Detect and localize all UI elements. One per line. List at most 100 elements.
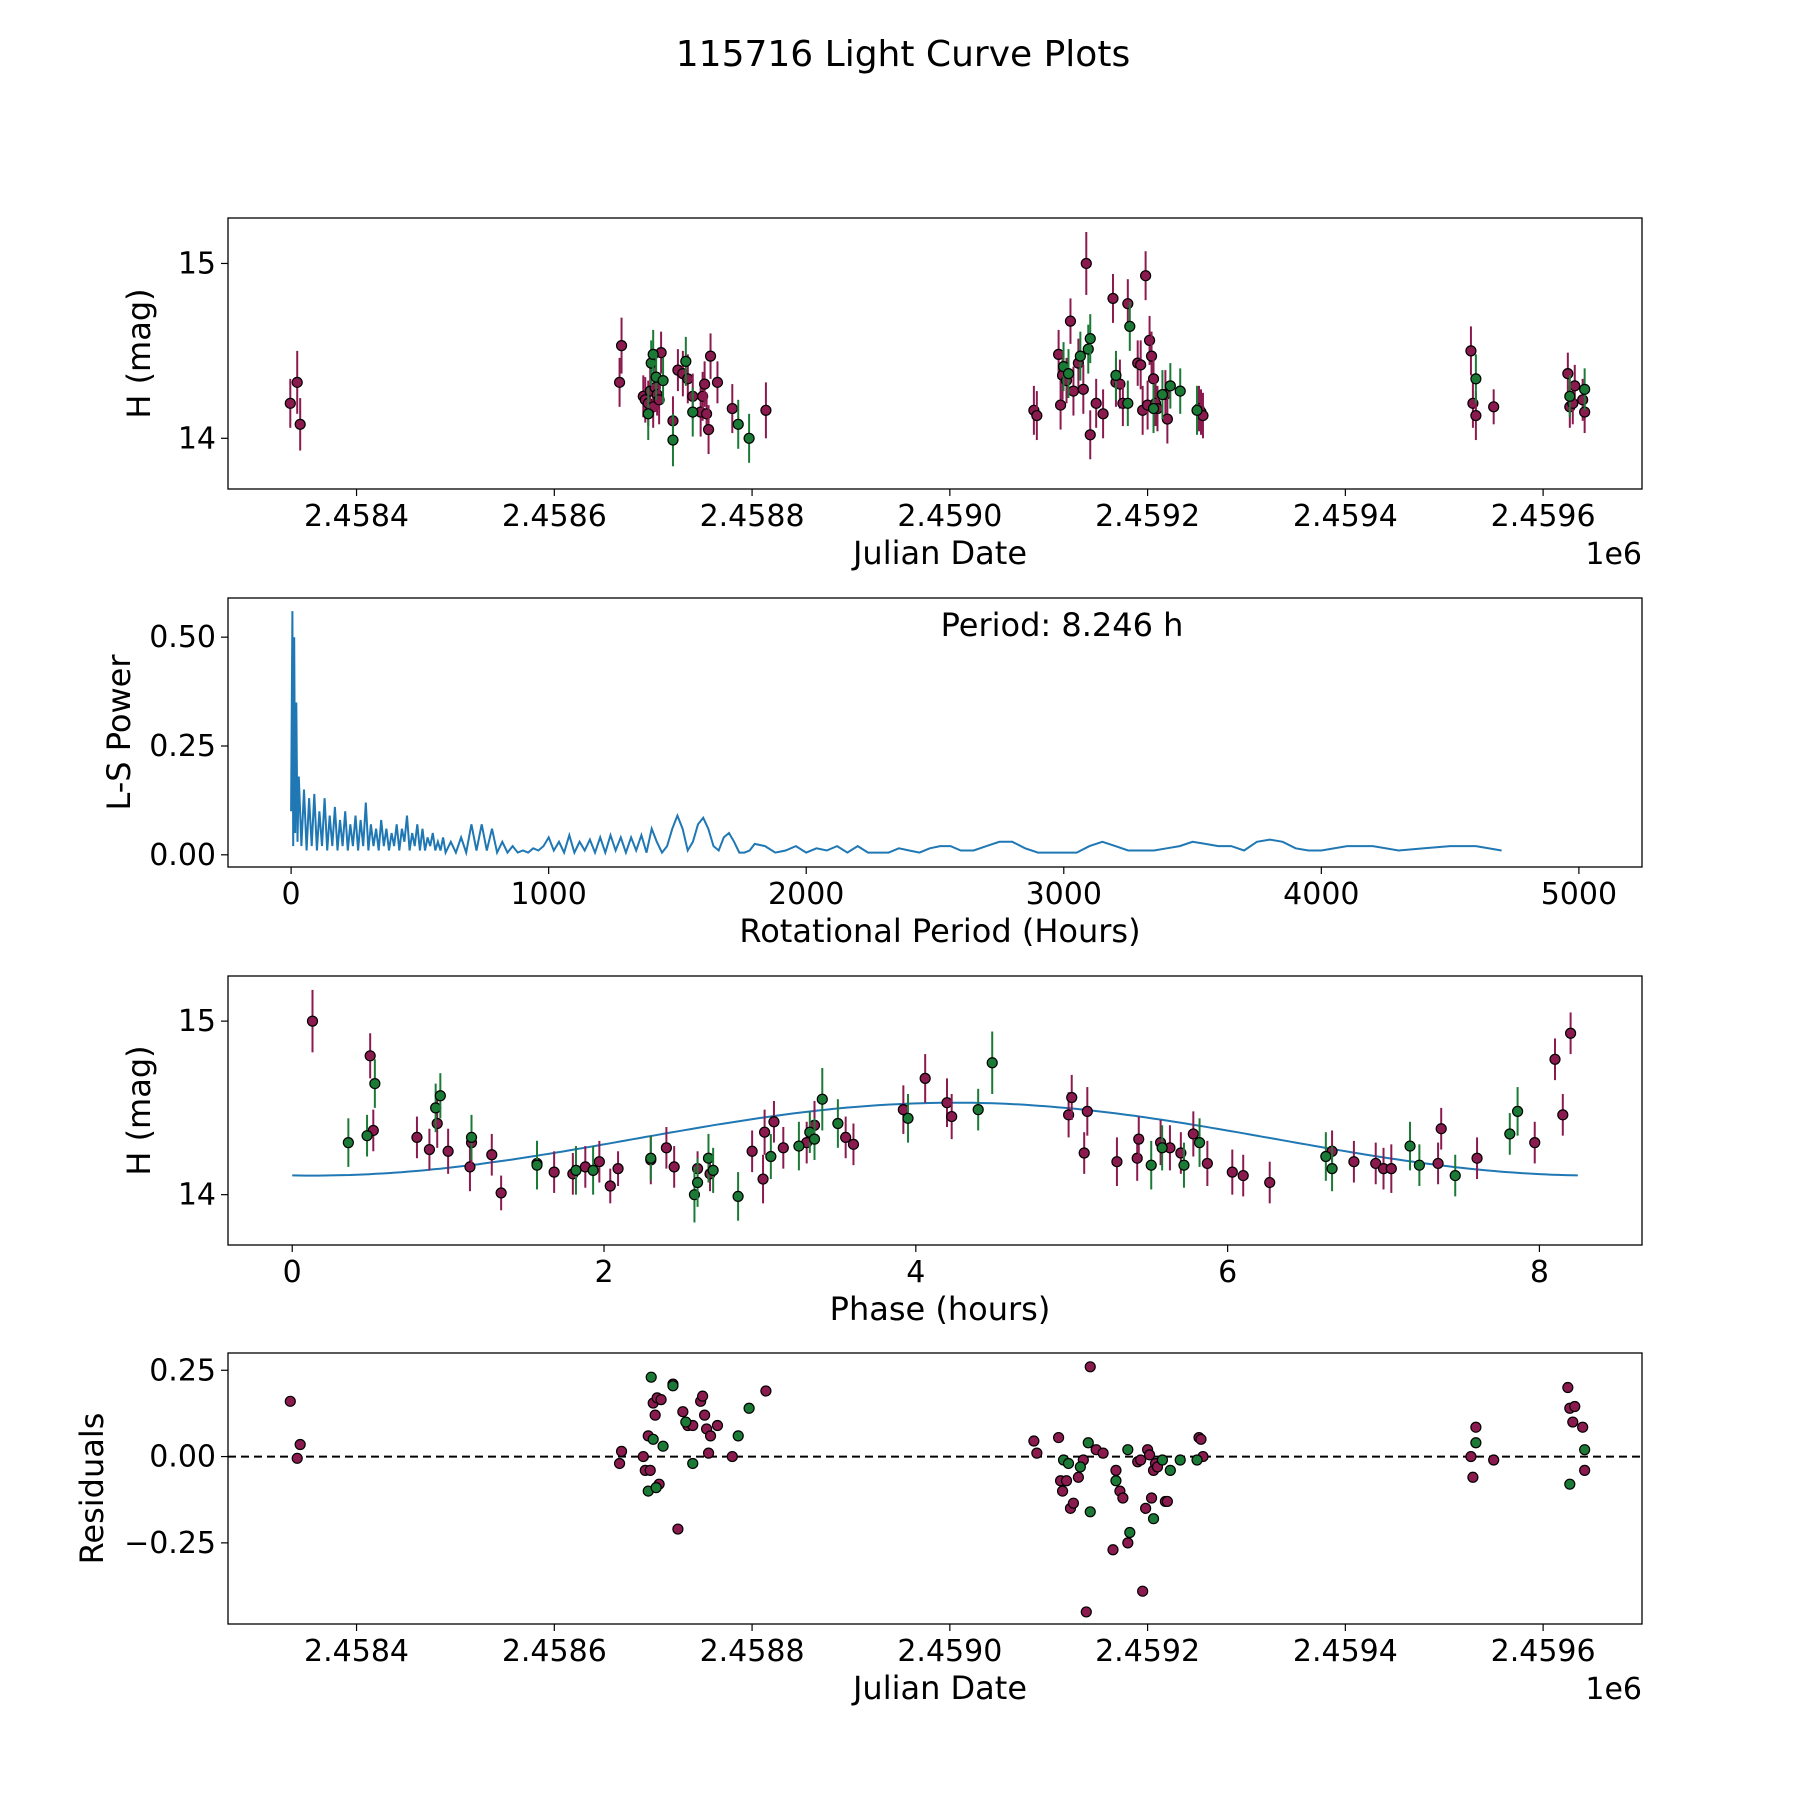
- data-point: [1135, 1454, 1147, 1466]
- x-axis-label: Phase (hours): [830, 1290, 1051, 1328]
- x-tick-label: 4: [906, 1255, 925, 1290]
- x-tick-label: 2.4584: [304, 1634, 409, 1669]
- data-point: [1143, 334, 1156, 346]
- data-point: [1145, 1492, 1158, 1504]
- y-tick-label: 15: [178, 1004, 216, 1039]
- data-point: [1111, 1156, 1123, 1168]
- data-point: [1174, 385, 1186, 397]
- data-point: [1117, 1492, 1129, 1504]
- x-tick-label: 2.4596: [1491, 499, 1596, 534]
- sinusoid-model-line: [292, 1101, 1578, 1177]
- data-point: [726, 1450, 738, 1463]
- data-point: [431, 1117, 443, 1130]
- x-tick-label: 2: [594, 1255, 613, 1290]
- data-point: [691, 1176, 704, 1189]
- panel-phased: 0 2 4 6 8 14 15 Phase (hours) H (mag): [120, 975, 1643, 1328]
- data-point: [442, 1145, 454, 1157]
- data-point: [699, 378, 711, 390]
- axes-frame: [227, 1352, 1643, 1625]
- data-point: [570, 1164, 582, 1176]
- data-point: [1133, 1133, 1145, 1145]
- y-tick-label: 0.00: [149, 1440, 216, 1475]
- period-annotation: Period: 8.246 h: [941, 606, 1184, 644]
- data-point: [941, 1097, 953, 1109]
- data-point: [1557, 1109, 1569, 1121]
- x-tick-label: 0: [283, 1255, 302, 1290]
- data-point: [1529, 1137, 1541, 1149]
- data-point: [1122, 298, 1134, 310]
- data-point: [294, 418, 306, 430]
- data-point: [1348, 1156, 1360, 1168]
- data-point: [1564, 1027, 1577, 1039]
- y-tick-label: 14: [178, 1178, 216, 1213]
- data-point: [1147, 402, 1160, 415]
- data-point: [1264, 1176, 1276, 1189]
- data-point: [702, 1447, 715, 1459]
- data-point: [306, 1015, 319, 1027]
- data-point: [1084, 429, 1096, 441]
- data-point: [1064, 315, 1077, 327]
- data-point: [746, 1145, 758, 1157]
- data-point: [1164, 380, 1176, 392]
- data-point: [1504, 1128, 1516, 1140]
- data-point: [1326, 1163, 1338, 1175]
- data-point: [1432, 1157, 1444, 1170]
- data-point: [660, 1142, 672, 1154]
- data-point: [486, 1149, 498, 1161]
- data-point: [1470, 1421, 1482, 1433]
- data-point: [1201, 1157, 1213, 1170]
- data-point: [1074, 1461, 1086, 1473]
- periodogram-line: [290, 611, 1502, 857]
- data-point: [1413, 1159, 1425, 1171]
- data-point: [587, 1164, 599, 1176]
- data-point: [1084, 1361, 1096, 1373]
- data-point: [677, 1406, 689, 1418]
- panel-lightcurve: 2.4584 2.4586 2.4588 2.4590 2.4592 2.4594 2.45…: [120, 217, 1643, 572]
- x-tick-label: 2.4588: [700, 499, 805, 534]
- data-point: [1124, 1526, 1136, 1539]
- data-point: [1124, 320, 1136, 332]
- data-point: [1067, 1497, 1080, 1509]
- data-point: [1564, 390, 1576, 402]
- data-point: [847, 1138, 860, 1150]
- data-point: [1110, 1464, 1122, 1476]
- data-point: [768, 1116, 780, 1128]
- data-point: [1084, 1506, 1096, 1518]
- data-point: [972, 1104, 984, 1116]
- data-point: [704, 1430, 717, 1442]
- data-point: [667, 434, 679, 446]
- data-point: [615, 1445, 628, 1457]
- data-point: [816, 1093, 828, 1105]
- data-point: [637, 1450, 649, 1463]
- data-point: [668, 1161, 680, 1173]
- data-point: [1449, 1169, 1461, 1182]
- data-point: [465, 1131, 478, 1144]
- y-tick-label: 0.00: [149, 838, 216, 873]
- data-point: [808, 1133, 821, 1145]
- data-point: [1145, 350, 1158, 362]
- data-point: [1097, 408, 1109, 420]
- data-point: [986, 1057, 998, 1069]
- data-point: [1097, 1447, 1109, 1459]
- data-point: [430, 1102, 442, 1114]
- x-axis-label: Julian Date: [851, 1669, 1027, 1707]
- data-point: [1549, 1053, 1561, 1065]
- data-point: [765, 1150, 777, 1163]
- data-point: [1404, 1140, 1416, 1152]
- data-point: [1082, 343, 1094, 355]
- data-point: [1107, 292, 1119, 305]
- x-tick-label: 2000: [768, 877, 844, 912]
- data-point: [1107, 1544, 1119, 1556]
- data-point: [700, 408, 713, 420]
- data-point: [759, 1126, 771, 1138]
- data-point: [1470, 1437, 1482, 1449]
- data-point: [1054, 399, 1067, 411]
- data-point: [732, 1430, 744, 1442]
- x-tick-label: 2.4592: [1095, 1634, 1200, 1669]
- data-point: [464, 1161, 476, 1173]
- data-point: [650, 1482, 662, 1494]
- data-point: [642, 408, 654, 420]
- data-point: [667, 1380, 679, 1392]
- y-axis-label: H (mag): [120, 1045, 158, 1175]
- y-tick-label: 0.25: [149, 1353, 216, 1388]
